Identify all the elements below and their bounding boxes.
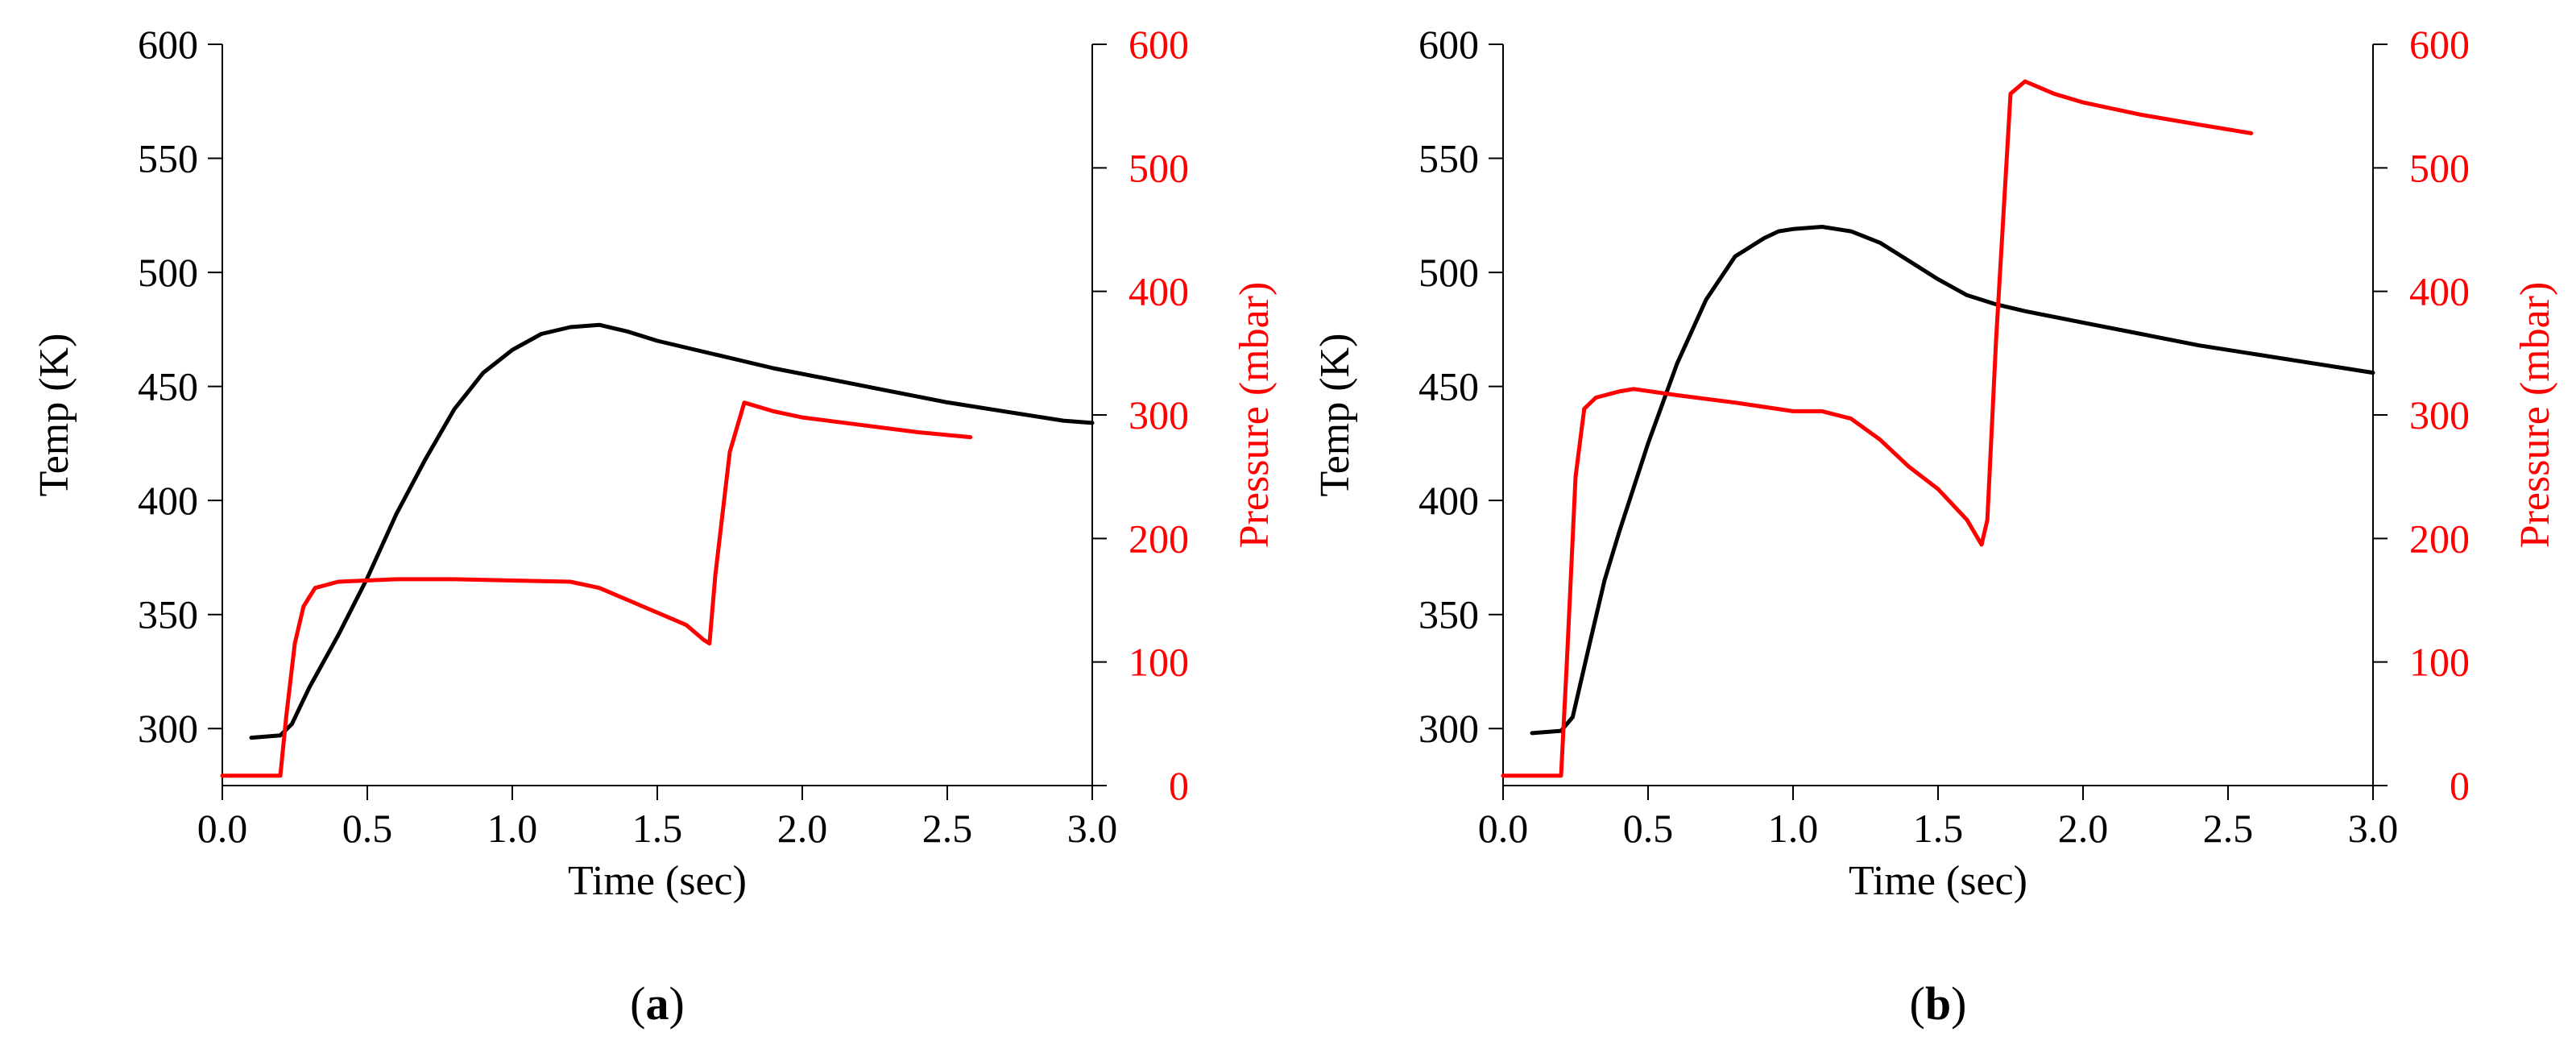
panel-label: a: [646, 977, 669, 1030]
x-tick-label: 1.0: [487, 806, 538, 851]
x-tick-label: 3.0: [1067, 806, 1118, 851]
panel-b: 0.0 0.5 1.0 1.5 2.0 2.5 3.0 300 350 400 450 500 550 6…: [1312, 22, 2558, 1030]
y-right-tick-label: 500: [1129, 145, 1189, 190]
x-tick-label: 0.0: [1478, 806, 1529, 851]
y-left-tick-label: 600: [138, 22, 198, 67]
y-right-tick-label: 400: [2409, 269, 2470, 314]
x-axis-label: Time (sec): [1849, 858, 2027, 904]
y-right-tick-label: 400: [1129, 269, 1189, 314]
x-tick-label: 3.0: [2348, 806, 2399, 851]
y-left-tick-label: 450: [138, 364, 198, 409]
y-left-tick-label: 550: [138, 136, 198, 181]
y-right-tick-label: 200: [2409, 516, 2470, 561]
y-right-tick-label: 0: [2450, 763, 2470, 808]
y-left-tick-label: 600: [1418, 22, 1479, 67]
y-right-tick-label: 600: [2409, 22, 2470, 67]
panel-caption: (a): [630, 977, 685, 1030]
x-tick-label: 2.5: [922, 806, 973, 851]
x-axis-label: Time (sec): [568, 858, 747, 904]
y-left-tick-label: 500: [1418, 250, 1479, 295]
panel-caption: (b): [1910, 977, 1967, 1030]
y-left-tick-label: 400: [1418, 478, 1479, 523]
x-tick-label: 0.5: [342, 806, 393, 851]
x-tick-label: 0.5: [1623, 806, 1674, 851]
x-tick-label: 1.5: [632, 806, 683, 851]
x-tick-label: 2.0: [777, 806, 828, 851]
y-right-axis-label: Pressure (mbar): [1232, 282, 1278, 549]
y-right-tick-label: 300: [1129, 392, 1189, 437]
y-left-axis-label: Temp (K): [1312, 334, 1358, 497]
x-tick-label: 0.0: [197, 806, 248, 851]
y-right-tick-label: 100: [2409, 640, 2470, 685]
y-right-tick-label: 500: [2409, 145, 2470, 190]
x-tick-label: 1.0: [1768, 806, 1819, 851]
y-left-tick-label: 300: [138, 706, 198, 751]
y-right-tick-label: 100: [1129, 640, 1189, 685]
y-left-tick-label: 300: [1418, 706, 1479, 751]
panel-label: b: [1925, 977, 1951, 1030]
y-right-axis-label: Pressure (mbar): [2512, 282, 2558, 549]
y-left-tick-label: 400: [138, 478, 198, 523]
y-left-tick-label: 350: [138, 592, 198, 637]
y-right-tick-label: 200: [1129, 516, 1189, 561]
pressure-series-line: [220, 400, 973, 778]
x-tick-label: 2.0: [2058, 806, 2109, 851]
y-left-tick-label: 550: [1418, 136, 1479, 181]
y-left-axis-label: Temp (K): [31, 334, 77, 497]
panel-a: 0.0 0.5 1.0 1.5 2.0 2.5 3.0 300 350 400 450 500 550 6…: [31, 22, 1278, 1030]
pressure-series-line: [1501, 79, 2254, 778]
y-right-tick-label: 600: [1129, 22, 1189, 67]
x-tick-label: 2.5: [2203, 806, 2254, 851]
temperature-series-line: [1530, 225, 2375, 736]
temperature-series-line: [249, 322, 1095, 740]
y-left-tick-label: 350: [1418, 592, 1479, 637]
y-left-tick-label: 450: [1418, 364, 1479, 409]
y-left-tick-label: 500: [138, 250, 198, 295]
x-tick-label: 1.5: [1913, 806, 1964, 851]
y-right-tick-label: 0: [1169, 763, 1189, 808]
y-right-tick-label: 300: [2409, 392, 2470, 437]
